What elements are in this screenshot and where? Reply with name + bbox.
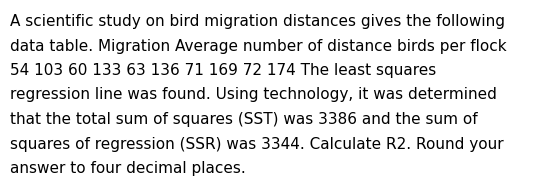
Text: data table. Migration Average number of distance birds per flock: data table. Migration Average number of …: [10, 39, 507, 54]
Text: answer to four decimal places.: answer to four decimal places.: [10, 161, 246, 176]
Text: A scientific study on bird migration distances gives the following: A scientific study on bird migration dis…: [10, 14, 505, 29]
Text: that the total sum of squares (SST) was 3386 and the sum of: that the total sum of squares (SST) was …: [10, 112, 478, 127]
Text: squares of regression (SSR) was 3344. Calculate R2. Round your: squares of regression (SSR) was 3344. Ca…: [10, 136, 504, 152]
Text: 54 103 60 133 63 136 71 169 72 174 The least squares: 54 103 60 133 63 136 71 169 72 174 The l…: [10, 63, 436, 78]
Text: regression line was found. Using technology, it was determined: regression line was found. Using technol…: [10, 87, 497, 102]
